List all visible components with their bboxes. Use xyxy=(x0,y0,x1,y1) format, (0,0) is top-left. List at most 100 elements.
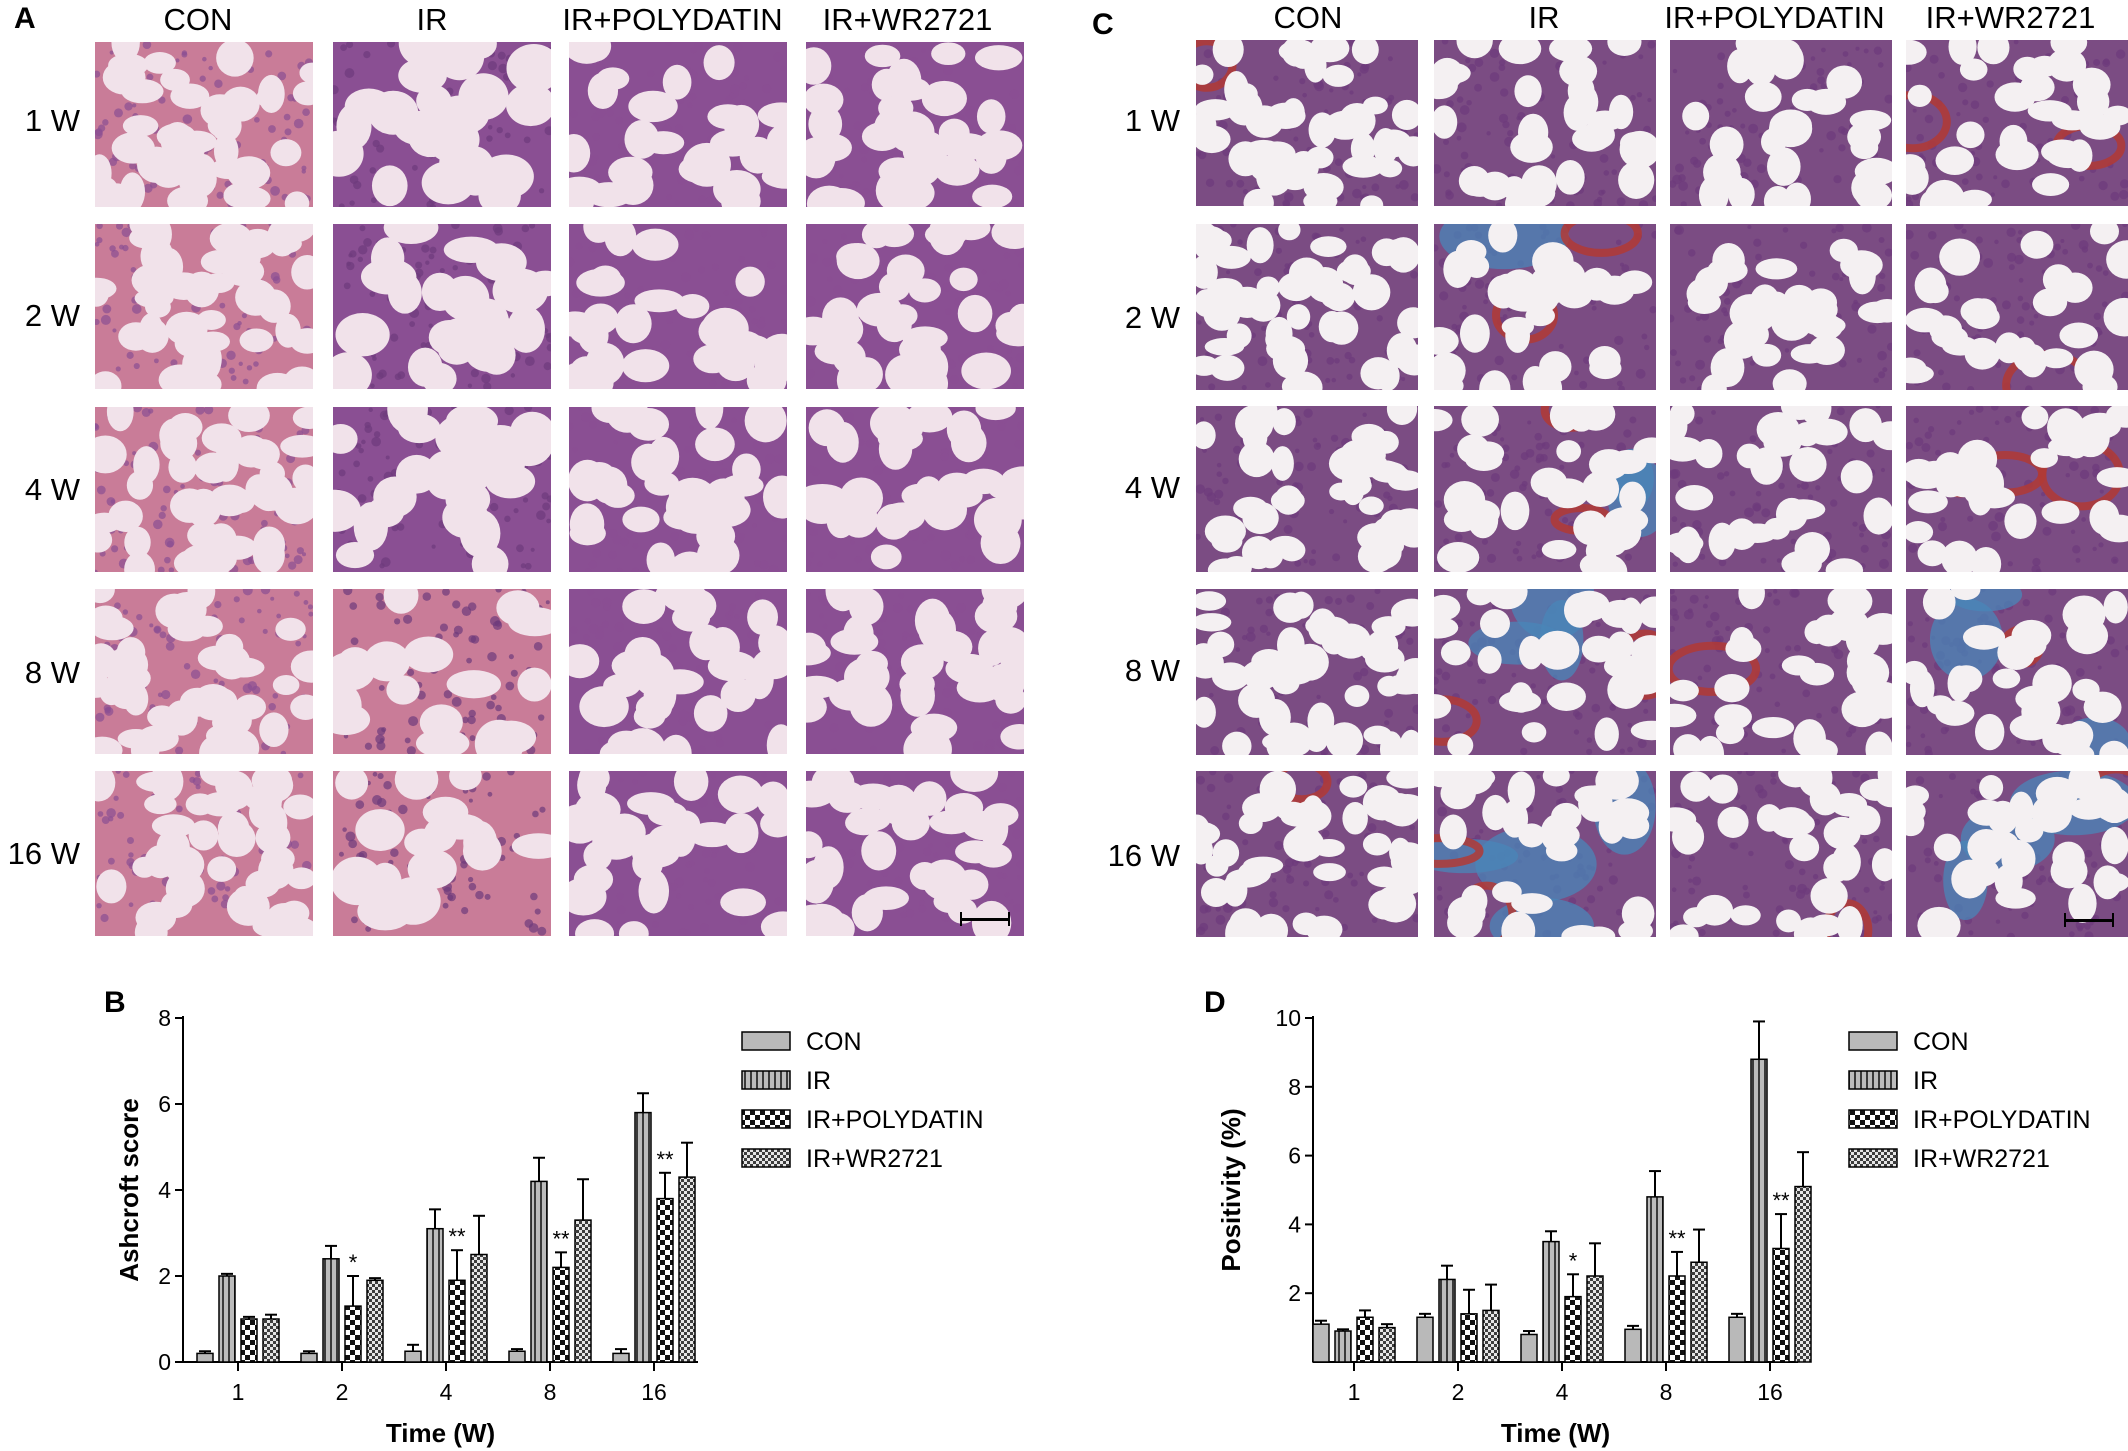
y-axis-title: Positivity (%) xyxy=(1216,1108,1246,1271)
bar-ir-polydatin-8 xyxy=(1668,1275,1686,1363)
x-tick-label: 8 xyxy=(544,1379,557,1405)
micrograph-a-r1-c4 xyxy=(806,42,1024,207)
legend-label: IR+POLYDATIN xyxy=(1913,1106,2091,1134)
panel-c-row-1w: 1 W xyxy=(1124,103,1180,138)
legend-label: IR+WR2721 xyxy=(806,1145,943,1173)
bar-ir-8 xyxy=(1646,1196,1664,1363)
panel-c-row-16w: 16 W xyxy=(1107,838,1180,873)
x-tick-label: 4 xyxy=(440,1379,453,1405)
bar-ir-1 xyxy=(218,1275,236,1363)
y-tick-label: 8 xyxy=(158,1005,171,1031)
micrograph-c-r3-c2 xyxy=(1434,406,1656,572)
bar-ir-2 xyxy=(322,1258,340,1363)
micrograph-c-r5-c1 xyxy=(1196,771,1418,937)
bar-ir-wr2721-1 xyxy=(1378,1326,1396,1363)
y-tick-label: 6 xyxy=(1288,1143,1301,1169)
micrograph-c-r1-c3 xyxy=(1670,40,1892,206)
micrograph-a-r2-c1 xyxy=(95,224,313,389)
y-tick-label: 6 xyxy=(158,1091,171,1117)
bar-ir-wr2721-4 xyxy=(1586,1275,1604,1363)
legend-swatch xyxy=(1848,1070,1898,1090)
x-tick-label: 1 xyxy=(232,1379,245,1405)
micrograph-c-r2-c1 xyxy=(1196,224,1418,390)
micrograph-c-r4-c1 xyxy=(1196,589,1418,755)
bar-ir-wr2721-1 xyxy=(262,1318,280,1363)
bar-con-8 xyxy=(508,1350,526,1363)
chart-b: 0 2 4 6 8 Ashcroft score 1 * 2 ** 4 ** 8 ** 16 Time (W)… xyxy=(114,1005,984,1448)
bar-ir-wr2721-16 xyxy=(1794,1185,1812,1363)
x-tick-label: 2 xyxy=(336,1379,349,1405)
panel-c-col-ir-polydatin: IR+POLYDATIN xyxy=(1664,0,1885,35)
bar-con-16 xyxy=(612,1352,630,1363)
bar-ir-wr2721-4 xyxy=(470,1253,488,1363)
micrograph-a-r3-c4 xyxy=(806,407,1024,572)
y-tick-label: 0 xyxy=(158,1349,171,1375)
legend-label: CON xyxy=(1913,1028,1969,1056)
significance-marker: ** xyxy=(552,1226,570,1251)
x-axis-title: Time (W) xyxy=(386,1418,495,1448)
micrograph-c-r2-c4 xyxy=(1906,224,2128,390)
y-tick-label: 8 xyxy=(1288,1074,1301,1100)
bar-con-2 xyxy=(1416,1316,1434,1363)
x-tick-label: 16 xyxy=(1757,1379,1783,1405)
bar-con-1 xyxy=(1312,1323,1330,1363)
panel-a-row-8w: 8 W xyxy=(24,655,80,690)
panel-c-label: C xyxy=(1092,8,1114,41)
micrograph-a-r4-c1 xyxy=(95,589,313,754)
panel-b-label: B xyxy=(104,986,126,1019)
bar-ir-polydatin-8 xyxy=(552,1266,570,1363)
micrograph-a-r5-c3 xyxy=(569,771,787,936)
micrograph-c-r3-c1 xyxy=(1196,406,1418,572)
significance-marker: ** xyxy=(448,1224,466,1249)
micrograph-a-r4-c2 xyxy=(333,589,551,754)
bar-con-4 xyxy=(1520,1333,1538,1363)
micrograph-c-r4-c4 xyxy=(1906,589,2128,755)
micrograph-a-r5-c1 xyxy=(95,771,313,936)
legend-swatch xyxy=(741,1031,791,1051)
micrograph-c-r1-c4 xyxy=(1906,40,2128,206)
panel-c-col-ir: IR xyxy=(1528,0,1560,35)
bar-ir-4 xyxy=(1542,1240,1560,1363)
micrograph-a-r2-c4 xyxy=(806,224,1024,389)
bar-con-4 xyxy=(404,1350,422,1363)
panel-c-row-8w: 8 W xyxy=(1124,653,1180,688)
panel-a-row-4w: 4 W xyxy=(24,472,80,507)
micrograph-a-r1-c3 xyxy=(569,42,787,207)
bar-ir-4 xyxy=(426,1227,444,1363)
x-tick-label: 16 xyxy=(641,1379,667,1405)
y-tick-label: 10 xyxy=(1275,1005,1301,1031)
significance-marker: ** xyxy=(1772,1188,1790,1213)
panel-a-label: A xyxy=(14,2,36,35)
micrograph-c-r3-c3 xyxy=(1670,406,1892,572)
micrograph-c-r3-c4 xyxy=(1906,406,2128,572)
bar-con-2 xyxy=(300,1352,318,1363)
legend-swatch xyxy=(741,1070,791,1090)
legend-label: IR+WR2721 xyxy=(1913,1145,2050,1173)
panel-c-row-4w: 4 W xyxy=(1124,470,1180,505)
bar-ir-2 xyxy=(1438,1278,1456,1363)
legend-swatch xyxy=(1848,1109,1898,1129)
significance-marker: * xyxy=(349,1250,358,1275)
bar-ir-polydatin-16 xyxy=(656,1197,674,1363)
legend-label: IR xyxy=(806,1067,831,1095)
y-tick-label: 4 xyxy=(158,1177,171,1203)
bar-ir-wr2721-16 xyxy=(678,1176,696,1363)
micrograph-c-r5-c4 xyxy=(1906,771,2128,937)
panel-a-col-ir: IR xyxy=(416,2,448,37)
x-tick-label: 4 xyxy=(1556,1379,1569,1405)
micrograph-a-r4-c3 xyxy=(569,589,787,754)
x-axis-title: Time (W) xyxy=(1501,1418,1610,1448)
bar-ir-polydatin-1 xyxy=(240,1318,258,1363)
bar-ir-polydatin-2 xyxy=(344,1305,362,1363)
micrograph-c-r2-c3 xyxy=(1670,224,1892,390)
bar-con-16 xyxy=(1728,1316,1746,1363)
micrograph-c-r2-c2 xyxy=(1434,224,1656,390)
bar-ir-polydatin-4 xyxy=(448,1279,466,1363)
micrograph-a-r2-c3 xyxy=(569,224,787,389)
chart-d: 2 4 6 8 10 Positivity (%) 1 2 * 4 ** 8 ** 16 Time (W) C… xyxy=(1216,1005,2091,1448)
bar-ir-16 xyxy=(1750,1058,1768,1363)
bar-ir-polydatin-1 xyxy=(1356,1316,1374,1363)
micrograph-a-r3-c2 xyxy=(333,407,551,572)
y-axis-title: Ashcroft score xyxy=(114,1098,144,1282)
